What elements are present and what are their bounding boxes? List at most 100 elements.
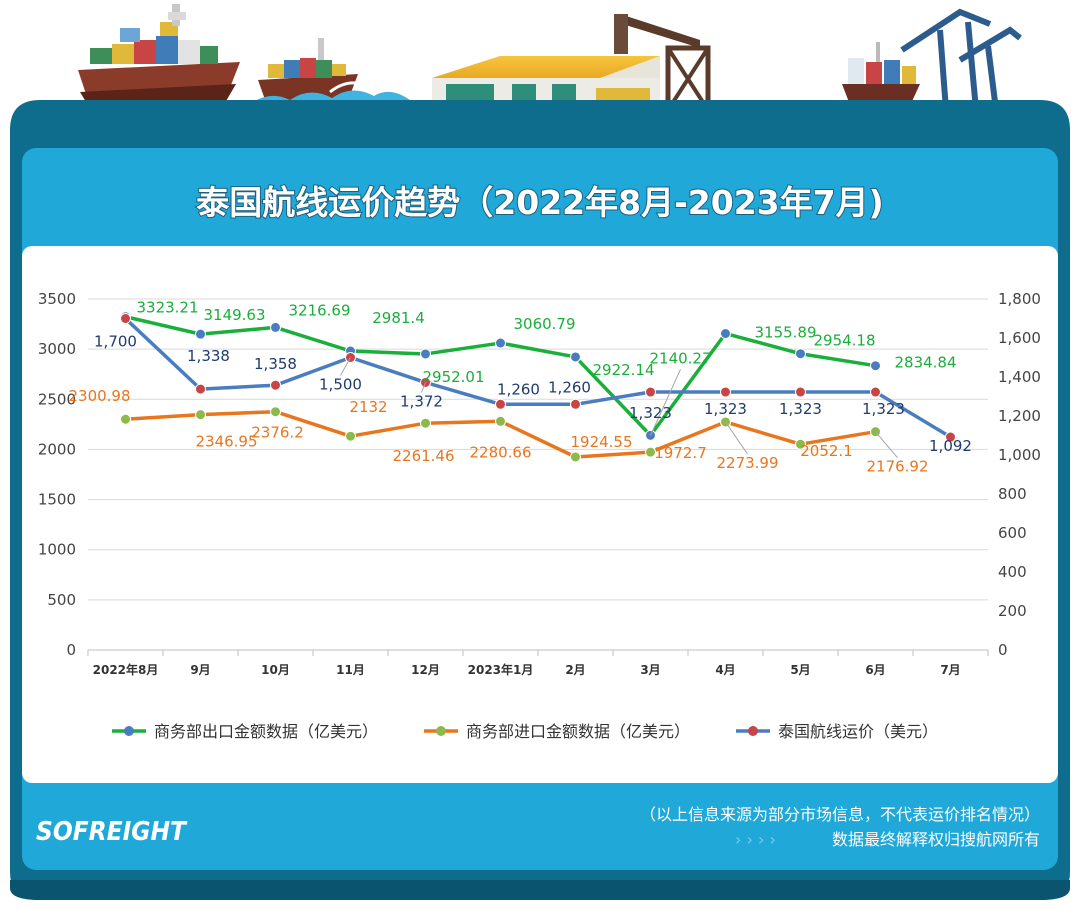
series-1-data-label: 3216.69	[288, 301, 350, 319]
series-1-point	[496, 338, 506, 348]
series-2-data-label: 2376.2	[251, 424, 304, 442]
series-2-data-label: 2300.98	[68, 387, 130, 405]
y-right-tick-label: 400	[998, 563, 1027, 581]
chart-legend: 商务部出口金额数据（亿美元） 商务部进口金额数据（亿美元） 泰国航线运价（美元）	[112, 722, 938, 741]
series-2-point	[571, 452, 581, 462]
series-2-point	[121, 414, 131, 424]
series-2-data-label: 2261.46	[392, 447, 454, 465]
series-2-data-label: 1972.7	[654, 444, 707, 462]
series-2-data-label: 2052.1	[800, 442, 853, 460]
y-right-tick-label: 0	[998, 641, 1008, 659]
series-2-point	[271, 407, 281, 417]
series-1-data-label: 2834.84	[894, 354, 956, 372]
page-title: 泰国航线运价趋势（2022年8月-2023年7月)	[196, 183, 883, 222]
frame-bottom-edge	[10, 880, 1070, 900]
legend-label: 商务部出口金额数据（亿美元）	[154, 722, 378, 741]
header-illustration	[78, 4, 1020, 112]
series-2-point	[496, 416, 506, 426]
series-3-point	[496, 399, 506, 409]
y-right-tick-label: 1,400	[998, 368, 1041, 386]
x-tick-label: 11月	[336, 663, 365, 677]
y-right-tick-label: 600	[998, 524, 1027, 542]
series-3-point	[796, 387, 806, 397]
y-left-tick-label: 1000	[38, 541, 76, 559]
series-1-data-label: 2140.27	[649, 349, 711, 367]
series-1-point	[196, 329, 206, 339]
y-left-tick-label: 3500	[38, 290, 76, 308]
y-right-tick-label: 1,000	[998, 446, 1041, 464]
port-ship-icon	[842, 42, 920, 110]
series-1-point	[721, 329, 731, 339]
series-3-data-label: 1,323	[862, 400, 905, 418]
x-tick-label: 9月	[190, 663, 210, 677]
series-2-data-label: 2132	[349, 398, 387, 416]
series-3-data-label: 1,260	[548, 378, 591, 396]
y-right-tick-label: 200	[998, 602, 1027, 620]
series-3-data-label: 1,372	[400, 392, 443, 410]
series-2-data-label: 2346.95	[195, 433, 257, 451]
sofreight-logo: SOFREIGHT	[36, 817, 188, 847]
footer-note-rights: 数据最终解释权归搜航网所有	[832, 830, 1040, 849]
series-1-data-label: 3060.79	[513, 315, 575, 333]
series-2-data-label: 2273.99	[716, 454, 778, 472]
series-1-data-label: 3155.89	[754, 324, 816, 342]
series-3-data-label: 1,358	[254, 355, 297, 373]
series-3-data-label: 1,338	[187, 347, 230, 365]
series-2-data-label: 2176.92	[866, 458, 928, 476]
series-1-data-label: 2922.14	[592, 361, 654, 379]
series-1-data-label: 2954.18	[813, 332, 875, 350]
series-3-data-label: 1,092	[929, 437, 972, 455]
footer-note-source: （以上信息来源为部分市场信息，不代表运价排名情况）	[640, 805, 1040, 824]
series-2-data-label: 1924.55	[570, 433, 632, 451]
series-2-point	[196, 410, 206, 420]
series-1-data-label: 3323.21	[136, 299, 198, 317]
series-1-point	[796, 349, 806, 359]
legend-marker	[436, 726, 446, 736]
y-right-tick-label: 1,600	[998, 329, 1041, 347]
legend-label: 商务部进口金额数据（亿美元）	[466, 722, 690, 741]
series-3-point	[196, 384, 206, 394]
series-3-data-label: 1,260	[497, 380, 540, 398]
y-left-tick-label: 500	[47, 591, 76, 609]
y-left-tick-label: 2000	[38, 440, 76, 458]
y-left-tick-label: 1500	[38, 491, 76, 509]
legend-marker	[748, 726, 758, 736]
logo-text: SOFREIGHT	[36, 817, 188, 847]
series-3-data-label: 1,323	[704, 400, 747, 418]
series-3-point	[121, 314, 131, 324]
x-tick-label: 7月	[940, 663, 960, 677]
legend-label: 泰国航线运价（美元）	[778, 722, 938, 741]
x-tick-label: 4月	[715, 663, 735, 677]
x-tick-label: 12月	[411, 663, 440, 677]
series-3-point	[646, 387, 656, 397]
series-3-point	[271, 380, 281, 390]
series-3-data-label: 1,500	[319, 376, 362, 394]
series-3-point	[571, 399, 581, 409]
series-3-point	[871, 387, 881, 397]
series-3-data-label: 1,700	[94, 333, 137, 351]
series-1-point	[871, 361, 881, 371]
footer-arrows-icon: › › › ›	[735, 830, 776, 849]
y-right-tick-label: 800	[998, 485, 1027, 503]
series-3-point	[721, 387, 731, 397]
y-left-tick-label: 0	[66, 641, 76, 659]
gantry-crane-icon	[902, 12, 1020, 110]
x-tick-label: 10月	[261, 663, 290, 677]
series-1-point	[271, 322, 281, 332]
y-left-tick-label: 3000	[38, 340, 76, 358]
legend-marker	[124, 726, 134, 736]
series-1-data-label: 3149.63	[203, 306, 265, 324]
series-1-point	[421, 349, 431, 359]
cargo-ship-icon	[78, 4, 240, 112]
series-1-data-label: 2952.01	[422, 368, 484, 386]
x-tick-label: 5月	[790, 663, 810, 677]
y-right-tick-label: 1,200	[998, 407, 1041, 425]
x-tick-label: 2月	[565, 663, 585, 677]
x-tick-label: 6月	[865, 663, 885, 677]
series-3-data-label: 1,323	[779, 400, 822, 418]
series-3-data-label: 1,323	[629, 404, 672, 422]
series-2-point	[346, 431, 356, 441]
series-2-data-label: 2280.66	[469, 443, 531, 461]
x-tick-label: 3月	[640, 663, 660, 677]
